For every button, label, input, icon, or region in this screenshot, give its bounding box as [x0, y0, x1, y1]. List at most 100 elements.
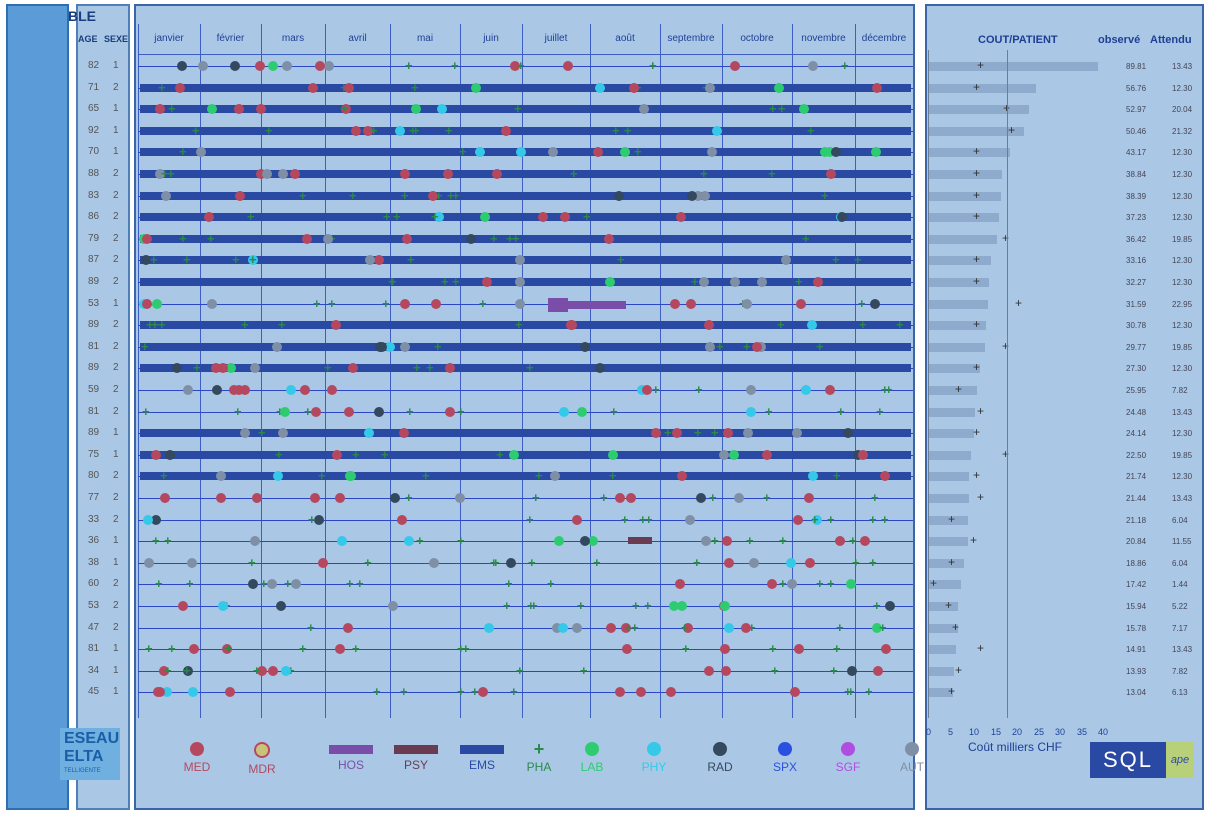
patient-sex: 1	[113, 686, 119, 697]
observed-cost-value: 43.17	[1126, 148, 1147, 157]
pha-event-icon: +	[849, 533, 857, 548]
care-event-dot	[847, 666, 857, 676]
care-event-dot	[742, 299, 752, 309]
expected-cost-value: 13.43	[1172, 494, 1193, 503]
care-event-dot	[558, 623, 568, 633]
pha-event-icon: +	[832, 252, 840, 267]
care-event-dot	[554, 536, 564, 546]
pha-event-icon: +	[652, 382, 660, 397]
care-event-dot	[216, 493, 226, 503]
age-header: AGE	[78, 34, 98, 44]
patient-timeline	[138, 628, 913, 629]
pha-event-icon: +	[535, 468, 543, 483]
pha-event-icon: +	[388, 274, 396, 289]
observed-cost-bar	[928, 516, 968, 525]
legend-label: PHY	[641, 760, 667, 774]
care-event-dot	[332, 450, 342, 460]
psy-swatch-icon	[394, 745, 438, 754]
expected-cost-marker: +	[973, 166, 981, 180]
pha-event-icon: +	[324, 360, 332, 375]
expected-cost-marker: +	[977, 404, 985, 418]
pha-event-icon: +	[234, 404, 242, 419]
pha-event-icon: +	[278, 317, 286, 332]
care-event-dot	[310, 493, 320, 503]
care-event-dot	[404, 536, 414, 546]
care-event-dot	[723, 428, 733, 438]
care-event-dot	[344, 83, 354, 93]
pha-event-icon: +	[328, 296, 336, 311]
care-event-dot	[510, 61, 520, 71]
patient-age: 34	[88, 665, 100, 676]
care-event-dot	[323, 234, 333, 244]
ems-stay-bar	[140, 472, 911, 480]
patient-age: 92	[88, 125, 100, 136]
patient-age: 82	[88, 60, 100, 71]
patient-sex: 2	[113, 384, 119, 395]
care-event-dot	[515, 277, 525, 287]
patient-timeline	[138, 498, 913, 499]
pha-event-icon: +	[265, 123, 273, 138]
pha-event-icon: +	[631, 620, 639, 635]
pha-event-icon: +	[681, 620, 689, 635]
care-event-dot	[155, 687, 165, 697]
pha-event-icon: +	[258, 425, 266, 440]
patient-sex: 2	[113, 341, 119, 352]
observed-cost-bar	[928, 213, 999, 222]
pha-event-icon: +	[490, 231, 498, 246]
cost-axis-tick: 25	[1034, 727, 1045, 737]
care-event-dot	[189, 644, 199, 654]
pha-event-icon: +	[769, 641, 777, 656]
observed-cost-value: 15.78	[1126, 624, 1147, 633]
patient-age: 87	[88, 254, 100, 265]
pha-event-icon: +	[370, 123, 378, 138]
age-sex-panel	[76, 4, 130, 810]
pha-event-icon: +	[407, 252, 415, 267]
pha-event-icon: +	[777, 317, 785, 332]
pha-event-icon: +	[405, 490, 413, 505]
mdr-swatch-icon	[254, 742, 270, 758]
care-event-dot	[155, 169, 165, 179]
observed-cost-value: 21.18	[1126, 516, 1147, 525]
pha-event-icon: +	[748, 620, 756, 635]
patient-age: 81	[88, 643, 100, 654]
pha-event-icon: +	[779, 576, 787, 591]
pha-event-icon: +	[510, 684, 518, 699]
pha-event-icon: +	[517, 58, 525, 73]
observed-cost-bar	[928, 472, 969, 481]
cost-axis-tick: 10	[969, 727, 980, 737]
care-event-dot	[400, 299, 410, 309]
pha-event-icon: +	[881, 382, 889, 397]
pha-event-icon: +	[164, 663, 172, 678]
ems-stay-bar	[140, 170, 911, 178]
pha-event-icon: +	[207, 231, 215, 246]
care-event-dot	[804, 493, 814, 503]
care-event-dot	[675, 579, 685, 589]
ems-stay-bar	[140, 256, 911, 264]
psy-stay-bar	[628, 537, 652, 544]
care-event-dot	[572, 623, 582, 633]
legend-item-mdr: MDR	[237, 742, 287, 776]
pha-event-icon: +	[854, 252, 862, 267]
care-event-dot	[701, 536, 711, 546]
care-event-dot	[825, 385, 835, 395]
care-event-dot	[475, 147, 485, 157]
pha-event-icon: +	[896, 317, 904, 332]
care-event-dot	[276, 601, 286, 611]
pha-event-icon: +	[276, 405, 284, 418]
legend-item-pha: + PHA	[514, 740, 564, 774]
patient-age: 47	[88, 622, 100, 633]
care-event-dot	[466, 234, 476, 244]
legend-label: LAB	[580, 760, 604, 774]
hospital-stay-bar	[568, 301, 626, 309]
care-event-dot	[720, 601, 730, 611]
pha-event-icon: +	[865, 684, 873, 699]
care-event-dot	[666, 687, 676, 697]
care-event-dot	[873, 666, 883, 676]
pha-event-icon: +	[807, 123, 815, 138]
legend-item-phy: PHY	[629, 742, 679, 774]
care-event-dot	[343, 623, 353, 633]
care-event-dot	[318, 558, 328, 568]
expected-cost-marker: +	[973, 188, 981, 202]
patient-timeline	[138, 606, 913, 607]
care-event-dot	[250, 363, 260, 373]
